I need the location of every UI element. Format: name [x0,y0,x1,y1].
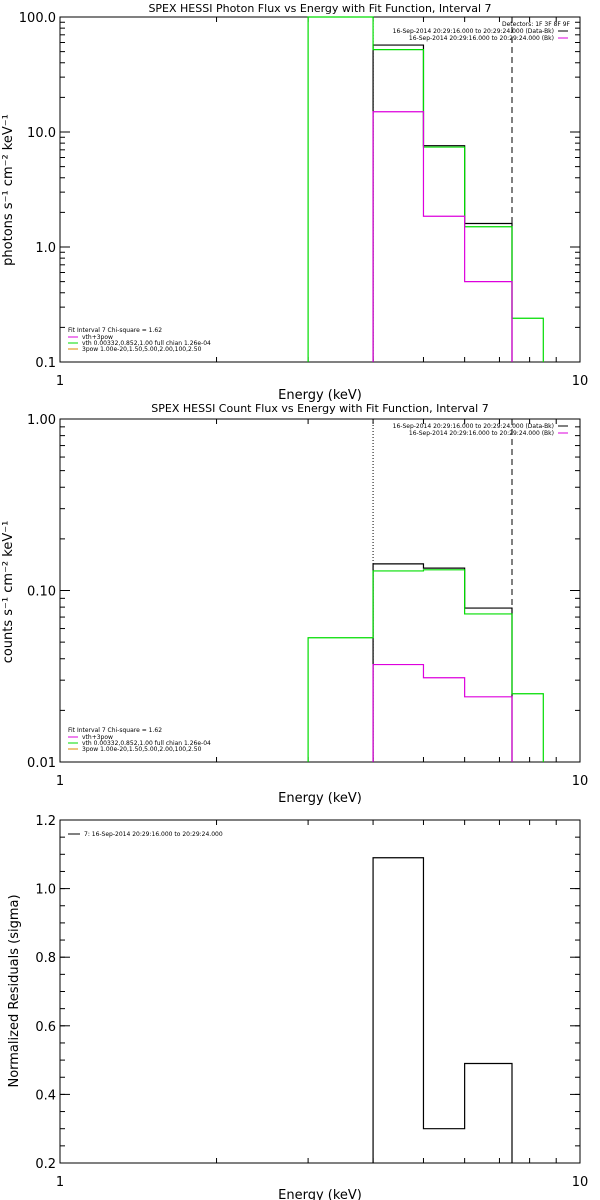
fit-info-line: vth+3pow [82,334,113,341]
legend-entry: 16-Sep-2014 20:29:16.000 to 20:29:24.000… [409,430,554,437]
y-tick-label: 0.10 [27,585,56,600]
y-tick-label: 0.6 [35,1020,56,1035]
residuals-plot-content: 0.2 0.4 0.6 0.8 1.0 1.2 1 10 7: 16-Sep-2014 20:2… [35,814,588,1190]
photon-plot-frame [59,16,581,363]
y-tick-label: 1.00 [27,413,56,428]
count-xlabel: Energy (keV) [278,791,362,806]
legend-entry: 16-Sep-2014 20:29:16.000 to 20:29:24.000… [409,35,554,42]
series-black-line [372,857,513,1163]
y-tick-label: 1.2 [35,814,56,829]
residuals-plot-frame [59,819,581,1164]
x-tick-label: 10 [572,374,589,389]
series-green-line [307,16,544,362]
photon-ylabel: photons s⁻¹ cm⁻² keV⁻¹ [1,114,16,266]
count-ylabel: counts s⁻¹ cm⁻² keV⁻¹ [1,521,16,664]
y-tick-label: 0.4 [35,1088,56,1103]
fit-info-line: vth 0.00332,0.852,1.00 full chian 1.26e-… [82,340,211,347]
x-tick-label: 1 [56,374,64,389]
y-tick-label: 10.0 [27,126,56,141]
fit-info-header: Fit Interval 7 Chi-square = 1.62 [68,327,162,334]
fit-info-line: vth 0.00332,0.852,1.00 full chian 1.26e-… [82,740,211,747]
legend-entry: 7: 16-Sep-2014 20:29:16.000 to 20:29:24.… [84,831,223,838]
fit-info-line: vth+3pow [82,734,113,741]
count-flux-panel: SPEX HESSI Count Flux vs Energy with Fit… [1,402,588,806]
series-green-line [307,569,544,762]
fit-info-line: 3pow 1.00e-20,1.50,5.00,2.00,100,2.50 [82,746,202,753]
series-black-line [372,44,513,362]
y-tick-label: 1.0 [35,241,56,256]
series-magenta-line [372,111,513,362]
x-tick-label: 1 [56,1175,64,1190]
photon-title: SPEX HESSI Photon Flux vs Energy with Fi… [148,2,491,15]
fit-info-header: Fit Interval 7 Chi-square = 1.62 [68,727,162,734]
x-tick-label: 10 [572,774,589,789]
residuals-panel: 0.2 0.4 0.6 0.8 1.0 1.2 1 10 7: 16-Sep-2014 20:2… [7,814,588,1200]
legend-entry: 16-Sep-2014 20:29:16.000 to 20:29:24.000… [393,28,554,35]
y-tick-label: 1.0 [35,883,56,898]
y-tick-label: 0.1 [35,356,56,371]
y-tick-label: 100.0 [19,11,56,26]
y-tick-label: 0.8 [35,951,56,966]
legend-entry: 16-Sep-2014 20:29:16.000 to 20:29:24.000… [393,423,554,430]
count-plot-frame [59,418,581,763]
y-tick-label: 0.2 [35,1157,56,1172]
series-black-line [372,563,513,762]
photon-xlabel: Energy (keV) [278,388,362,403]
residuals-ylabel: Normalized Residuals (sigma) [7,894,22,1087]
count-plot-content: 0.01 0.10 1.00 1 10 16-Sep-2014 20:29:16.000 … [27,413,588,789]
photon-plot-content: 0.1 1.0 10.0 100.0 1 10 Detectors: 1F 3F 8F 9F… [19,11,588,389]
fit-info-line: 3pow 1.00e-20,1.50,5.00,2.00,100,2.50 [82,346,202,353]
x-tick-label: 10 [572,1175,589,1190]
count-title: SPEX HESSI Count Flux vs Energy with Fit… [151,402,488,415]
photon-flux-panel: SPEX HESSI Photon Flux vs Energy with Fi… [1,2,588,403]
residuals-xlabel: Energy (keV) [278,1188,362,1200]
series-magenta-line [372,663,513,762]
x-tick-label: 1 [56,774,64,789]
legend-detectors: Detectors: 1F 3F 8F 9F [502,21,571,28]
y-tick-label: 0.01 [27,756,56,771]
